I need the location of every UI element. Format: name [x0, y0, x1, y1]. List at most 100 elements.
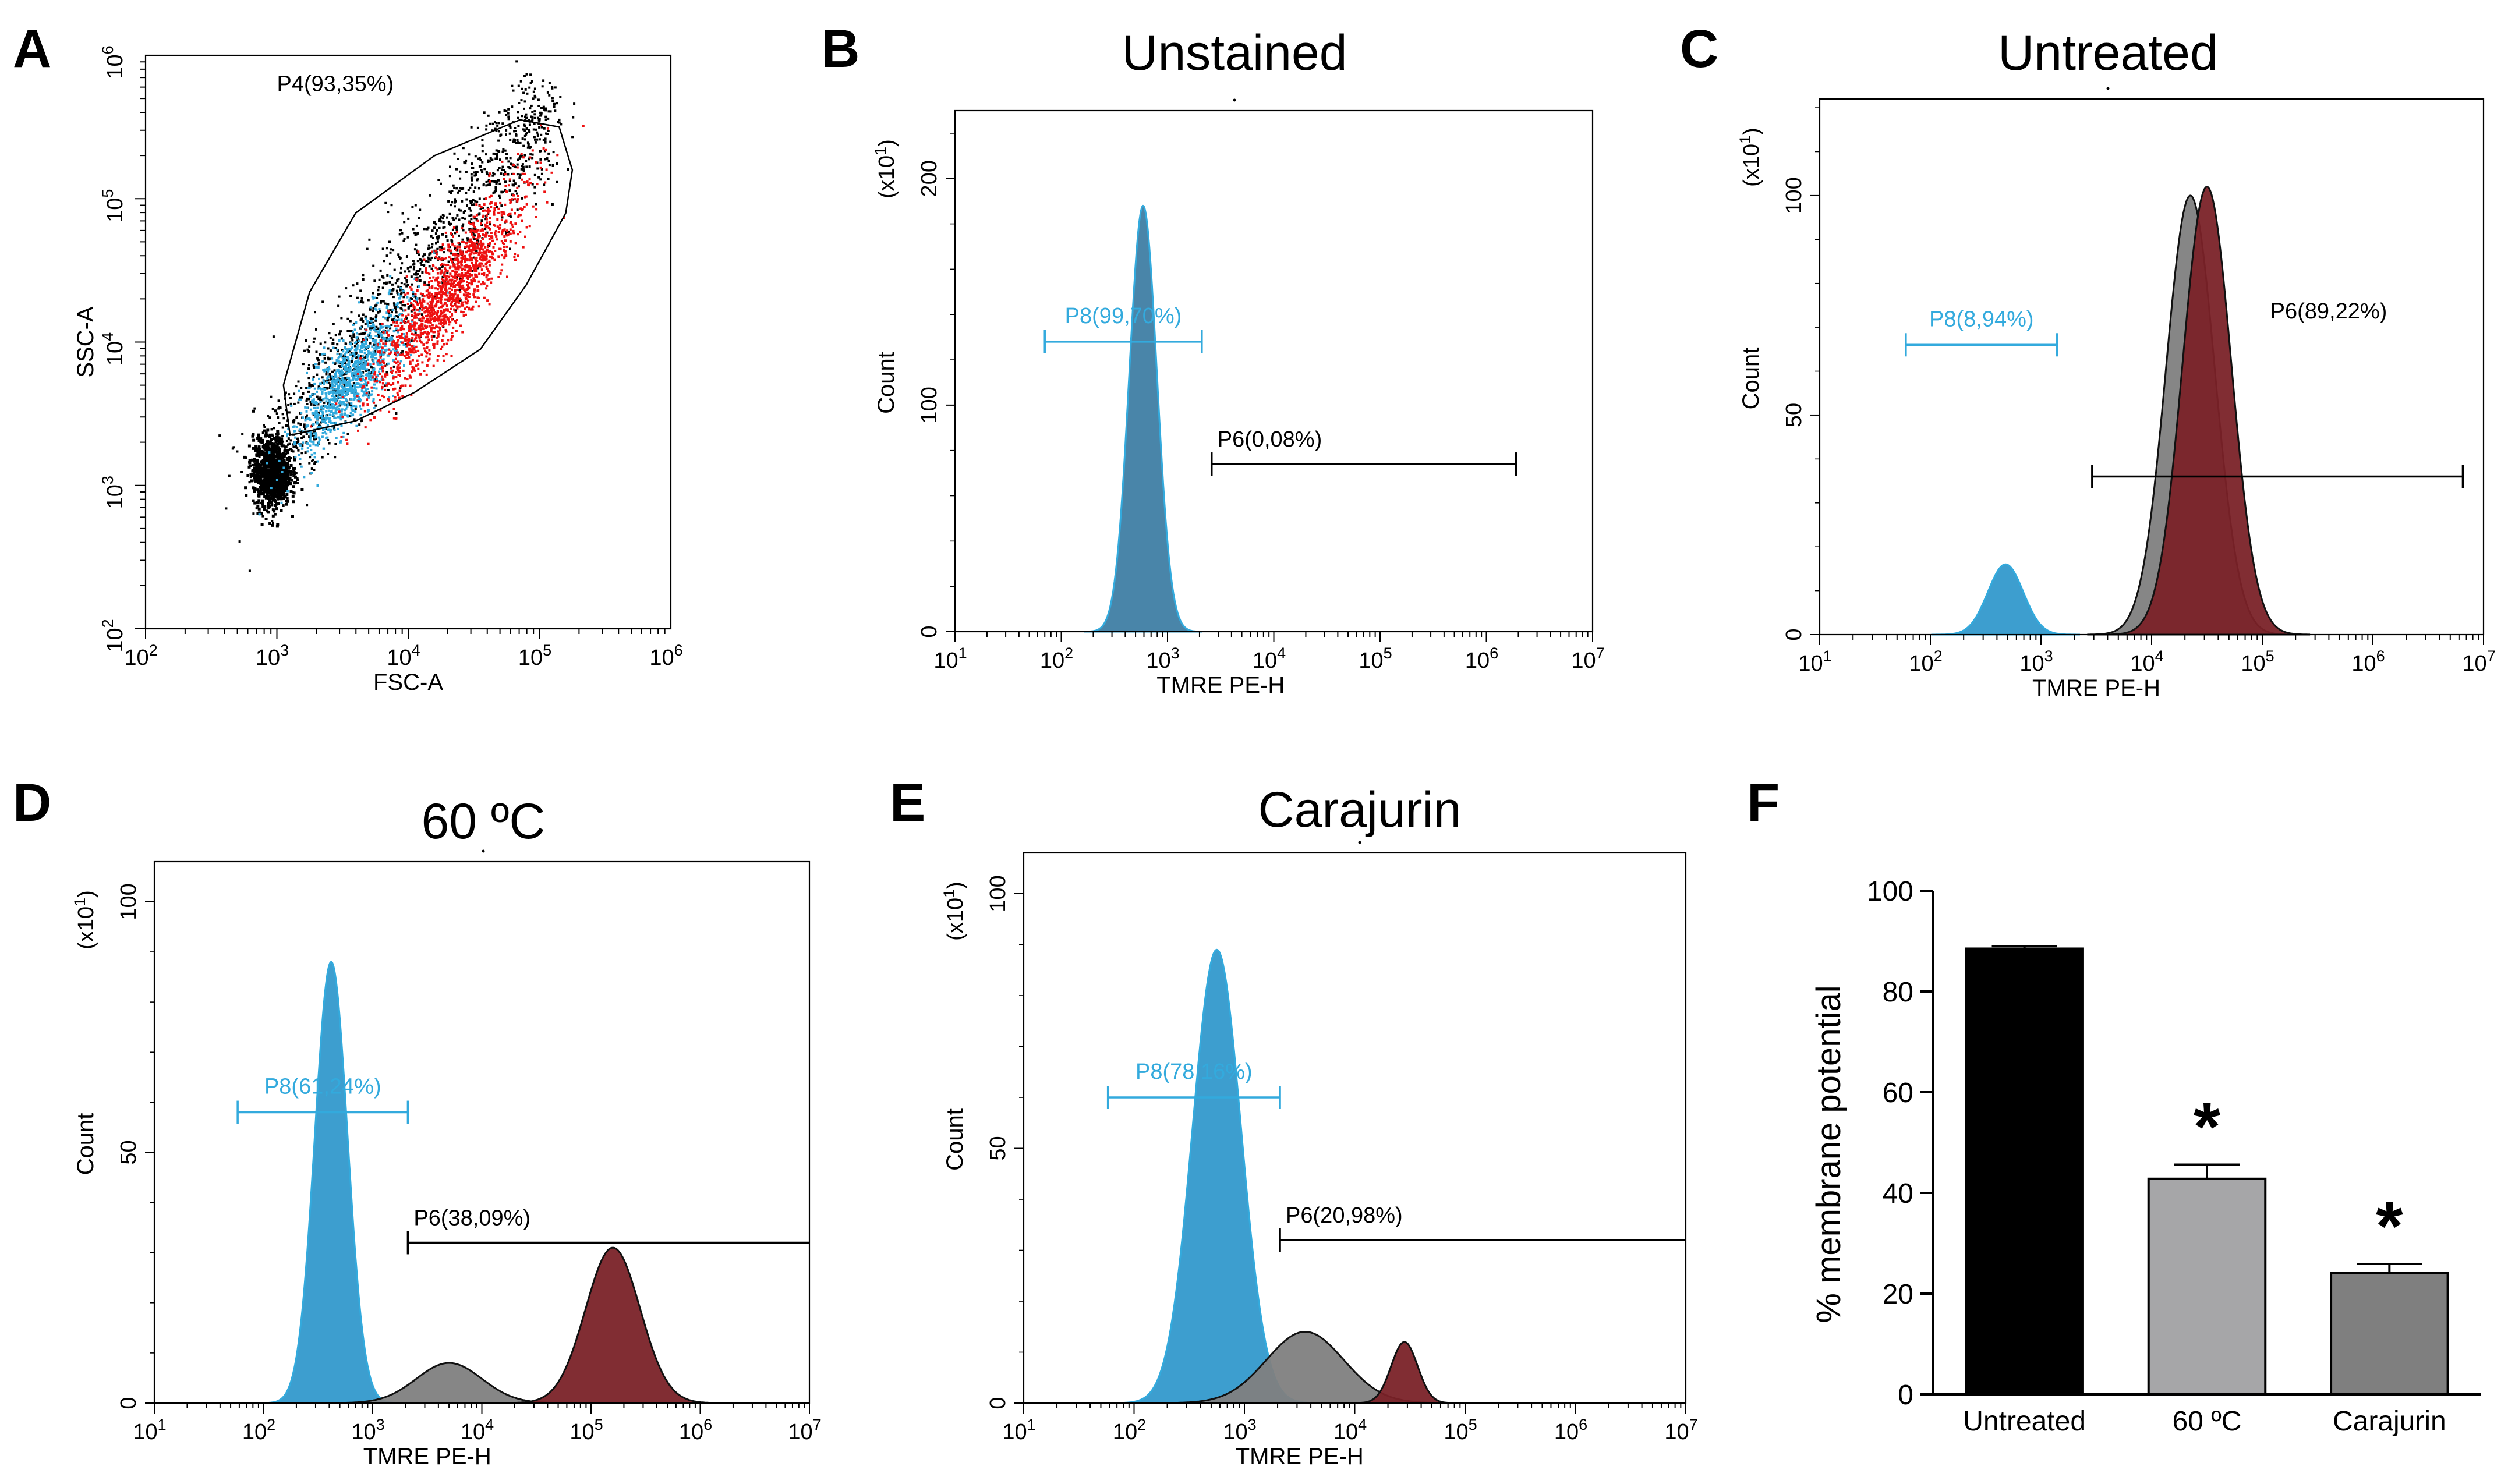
scatter-point — [322, 379, 325, 382]
scatter-point — [364, 384, 367, 387]
scatter-point — [528, 86, 531, 89]
scatter-point — [365, 394, 368, 397]
scatter-point — [341, 413, 344, 416]
scatter-point — [489, 228, 491, 231]
scatter-point — [263, 424, 265, 427]
scatter-point — [377, 311, 380, 314]
scatter-point — [278, 484, 282, 488]
scatter-point — [341, 389, 343, 392]
scatter-point — [303, 476, 306, 479]
scatter-point — [289, 439, 292, 442]
scatter-point — [372, 378, 375, 381]
scatter-point — [363, 367, 366, 370]
scatter-point — [453, 263, 456, 266]
scatter-point — [346, 384, 349, 387]
scatter-point — [459, 275, 462, 278]
scatter-point — [507, 184, 510, 187]
scatter-point — [498, 111, 501, 114]
scatter-point — [422, 327, 425, 330]
scatter-point — [449, 165, 451, 168]
scatter-point — [453, 152, 456, 155]
y-tick-label: 106 — [99, 45, 128, 79]
scatter-point — [426, 335, 429, 338]
scatter-point — [266, 479, 269, 483]
scatter-point — [308, 382, 311, 385]
y-unit-label: (x101) — [872, 139, 899, 199]
scatter-point — [556, 180, 558, 183]
scatter-point — [359, 360, 362, 363]
scatter-point — [335, 359, 338, 362]
scatter-point — [475, 270, 478, 272]
scatter-point — [319, 353, 321, 356]
scatter-point — [440, 249, 443, 252]
scatter-point — [429, 277, 431, 279]
scatter-point — [246, 474, 249, 477]
scatter-point — [504, 220, 507, 223]
scatter-point — [313, 366, 316, 369]
scatter-point — [276, 430, 280, 433]
scatter-point — [382, 331, 385, 334]
scatter-point — [323, 401, 326, 404]
scatter-point — [451, 270, 454, 272]
scatter-point — [521, 163, 524, 166]
scatter-point — [441, 318, 444, 321]
scatter-point — [275, 476, 278, 480]
scatter-point — [447, 339, 450, 342]
scatter-point — [544, 107, 547, 110]
scatter-point — [469, 244, 472, 247]
scatter-point — [309, 440, 312, 442]
scatter-point — [265, 476, 268, 479]
scatter-point — [476, 275, 479, 278]
scatter-point — [501, 263, 504, 266]
scatter-point — [314, 401, 317, 403]
scatter-point — [260, 453, 263, 456]
scatter-point — [350, 337, 353, 339]
scatter-point — [486, 172, 489, 175]
scatter-point — [365, 369, 367, 372]
scatter-point — [401, 232, 404, 235]
scatter-point — [430, 327, 433, 330]
scatter-point — [447, 297, 450, 300]
scatter-point — [325, 437, 328, 440]
scatter-point — [346, 359, 349, 362]
scatter-point — [503, 173, 505, 176]
scatter-point — [507, 118, 510, 121]
scatter-point — [253, 490, 256, 493]
scatter-point — [348, 402, 351, 405]
scatter-point — [275, 479, 278, 481]
scatter-point — [494, 231, 497, 234]
scatter-point — [516, 208, 519, 211]
scatter-point — [298, 389, 300, 392]
scatter-point — [342, 360, 345, 363]
scatter-point — [374, 304, 377, 307]
scatter-point — [528, 158, 530, 161]
scatter-point — [491, 236, 494, 239]
scatter-point — [420, 353, 423, 356]
scatter-point — [369, 321, 372, 324]
scatter-point — [332, 346, 335, 349]
scatter-point — [455, 297, 458, 300]
scatter-point — [472, 279, 475, 282]
scatter-point — [337, 368, 340, 371]
x-tick-label: 104 — [1253, 644, 1286, 673]
scatter-point — [357, 354, 360, 357]
scatter-point — [266, 440, 269, 444]
scatter-point — [508, 132, 511, 135]
scatter-point — [449, 265, 452, 268]
scatter-point — [537, 98, 540, 101]
scatter-point — [329, 430, 332, 433]
scatter-point — [366, 355, 369, 357]
scatter-point — [445, 353, 448, 356]
scatter-point — [431, 243, 434, 246]
scatter-point — [384, 325, 387, 328]
scatter-point — [248, 569, 251, 572]
scatter-point — [413, 316, 416, 319]
scatter-point — [452, 226, 455, 229]
scatter-point — [286, 451, 289, 455]
scatter-point — [349, 412, 352, 414]
scatter-point — [559, 96, 562, 98]
scatter-point — [374, 316, 377, 318]
scatter-point — [328, 402, 331, 405]
scatter-point — [392, 388, 395, 391]
scatter-point — [533, 110, 536, 113]
